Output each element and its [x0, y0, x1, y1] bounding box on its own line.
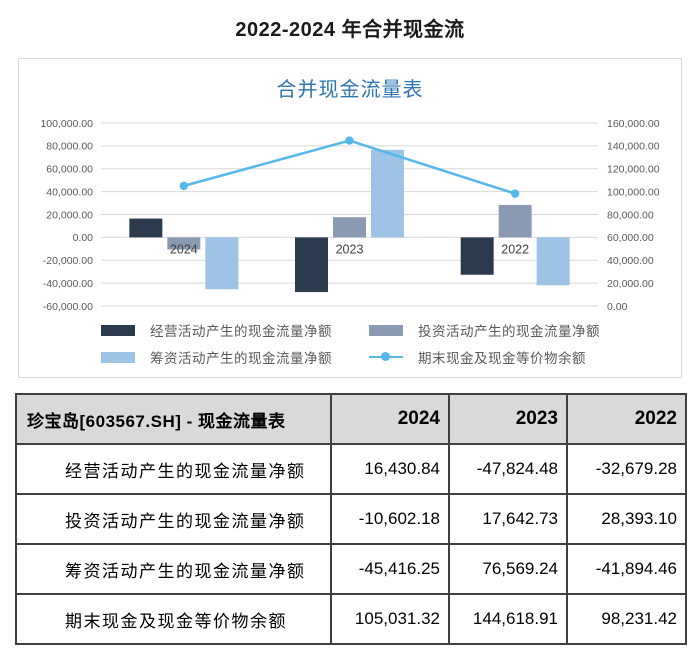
line-marker-icon [345, 136, 354, 145]
left-axis-tick-label: -60,000.00 [43, 301, 93, 313]
bar-经营活动产生的现金流量净额-2024 [129, 218, 163, 238]
left-axis-tick-label: 80,000.00 [46, 141, 93, 153]
column-header-2022: 2022 [566, 393, 687, 445]
left-axis-tick-label: -40,000.00 [43, 278, 93, 290]
table-row: 筹资活动产生的现金流量净额 -45,416.25 76,569.24 -41,894.… [15, 543, 687, 595]
row-label: 筹资活动产生的现金流量净额 [15, 543, 332, 595]
bar-筹资活动产生的现金流量净额-2024 [205, 237, 239, 290]
left-axis-tick-label: 40,000.00 [46, 186, 93, 198]
left-axis-tick-label: 0.00 [73, 232, 94, 244]
left-axis-tick-label: 100,000.00 [40, 118, 93, 130]
value-cell: 76,569.24 [448, 543, 568, 595]
left-axis-tick-label: 20,000.00 [46, 209, 93, 221]
bar-筹资活动产生的现金流量净额-2022 [536, 237, 570, 286]
legend-swatch-icon [101, 324, 135, 336]
value-cell: 16,430.84 [330, 443, 450, 495]
legend-label: 期末现金及现金等价物余额 [418, 351, 586, 366]
legend-label: 筹资活动产生的现金流量净额 [150, 351, 332, 366]
category-label: 2023 [336, 242, 364, 256]
legend-line-marker-icon [369, 352, 403, 362]
column-header-2023: 2023 [448, 393, 568, 445]
legend-item: 期末现金及现金等价物余额 [369, 346, 681, 368]
legend-dot-icon [381, 352, 390, 362]
legend-swatch-icon [369, 324, 403, 336]
value-cell: 17,642.73 [448, 493, 568, 545]
legend-label: 经营活动产生的现金流量净额 [150, 324, 332, 339]
chart-legend: 经营活动产生的现金流量净额 投资活动产生的现金流量净额筹资活动产生的现金流量净额 期… [19, 319, 681, 368]
right-axis-tick-label: 80,000.00 [607, 209, 654, 221]
bar-投资活动产生的现金流量净额-2024 [167, 237, 201, 250]
value-cell: -41,894.46 [566, 543, 687, 595]
value-cell: 105,031.32 [330, 593, 450, 645]
value-cell: 144,618.91 [448, 593, 568, 645]
right-axis-tick-label: 100,000.00 [607, 186, 660, 198]
legend-swatch-icon [101, 351, 135, 363]
table-row: 期末现金及现金等价物余额 105,031.32 144,618.91 98,231.4… [15, 593, 687, 645]
row-label: 期末现金及现金等价物余额 [15, 593, 332, 645]
left-axis-tick-label: -20,000.00 [43, 255, 93, 267]
bar-经营活动产生的现金流量净额-2023 [295, 237, 328, 293]
value-cell: 28,393.10 [566, 493, 687, 545]
value-cell: -47,824.48 [448, 443, 568, 495]
right-axis-tick-label: 60,000.00 [607, 232, 654, 244]
legend-item: 投资活动产生的现金流量净额 [369, 319, 681, 341]
cashflow-table: 珍宝岛[603567.SH] - 现金流量表 2024 2023 2022 经营… [15, 393, 687, 645]
line-marker-icon [179, 181, 189, 191]
bar-投资活动产生的现金流量净额-2023 [333, 217, 366, 238]
right-axis-tick-label: 120,000.00 [607, 164, 660, 176]
value-cell: -10,602.18 [330, 493, 450, 545]
value-cell: 98,231.42 [566, 593, 687, 645]
table-header-row: 珍宝岛[603567.SH] - 现金流量表 2024 2023 2022 [15, 393, 687, 445]
chart-title: 合并现金流量表 [276, 79, 424, 101]
right-axis-tick-label: 20,000.00 [607, 278, 654, 290]
page-title: 2022-2024 年合并现金流 [235, 19, 465, 41]
value-cell: -45,416.25 [330, 543, 450, 595]
bar-经营活动产生的现金流量净额-2022 [460, 237, 494, 275]
table-title-cell: 珍宝岛[603567.SH] - 现金流量表 [15, 393, 332, 445]
value-cell: -32,679.28 [566, 443, 687, 495]
right-axis-tick-label: 140,000.00 [607, 141, 660, 153]
line-series-期末现金及现金等价物余额 [182, 139, 517, 195]
chart-panel: 合并现金流量表 100,000.00 160,000.00 80,000.00 140… [18, 58, 682, 378]
right-axis-tick-label: 160,000.00 [607, 118, 660, 130]
right-axis-tick-label: 40,000.00 [607, 255, 654, 267]
cashflow-combo-chart: 100,000.00 160,000.00 80,000.00 140,000.00 6… [40, 118, 660, 313]
table-row: 经营活动产生的现金流量净额 16,430.84 -47,824.48 -32,679.… [15, 443, 687, 495]
legend-label: 投资活动产生的现金流量净额 [418, 324, 600, 339]
right-axis-tick-label: 0.00 [607, 301, 628, 313]
bar-投资活动产生的现金流量净额-2022 [498, 204, 532, 238]
column-header-2024: 2024 [330, 393, 450, 445]
category-label: 2022 [501, 242, 529, 256]
bar-筹资活动产生的现金流量净额-2023 [371, 149, 404, 238]
table-row: 投资活动产生的现金流量净额 -10,602.18 17,642.73 28,393.1… [15, 493, 687, 545]
legend-item: 筹资活动产生的现金流量净额 [101, 346, 369, 368]
line-marker-icon [510, 189, 520, 198]
category-label: 2024 [170, 242, 198, 256]
row-label: 投资活动产生的现金流量净额 [15, 493, 332, 545]
row-label: 经营活动产生的现金流量净额 [15, 443, 332, 495]
legend-item: 经营活动产生的现金流量净额 [101, 319, 369, 341]
left-axis-tick-label: 60,000.00 [46, 164, 93, 176]
